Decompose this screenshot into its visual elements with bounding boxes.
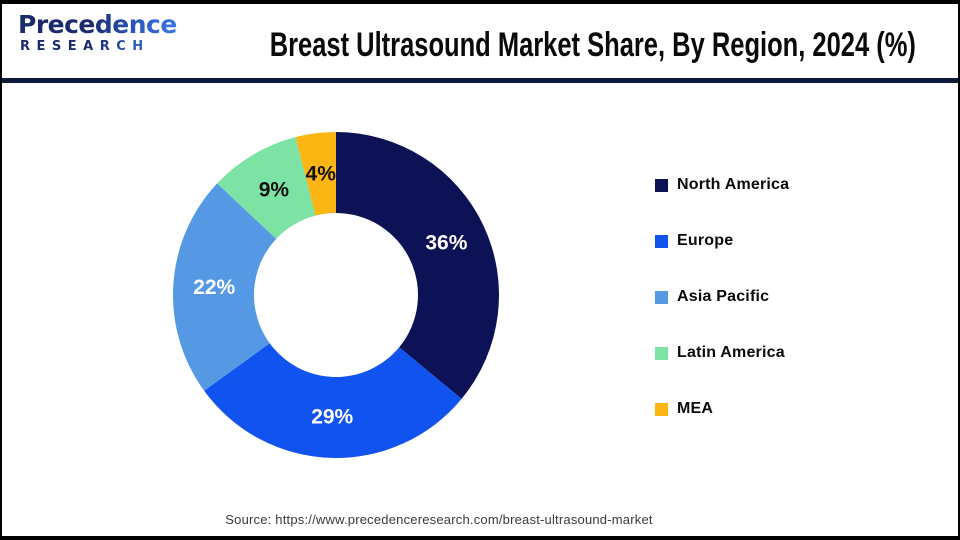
precedence-research-logo: Precedence RESEARCH — [18, 12, 188, 53]
pie-slice-north-america — [336, 132, 499, 399]
pie-slice-latin-america — [217, 137, 316, 239]
slice-label-asia-pacific: 22% — [193, 276, 235, 299]
logo-wordmark: Precedence — [18, 12, 188, 37]
legend-item-north-america: North America — [655, 173, 789, 197]
legend-label-mea: MEA — [677, 400, 714, 417]
donut-chart: 36% 29% 22% 9% 4% — [173, 132, 499, 458]
legend-item-europe: Europe — [655, 229, 789, 253]
legend-label-asia-pacific: Asia Pacific — [677, 288, 770, 305]
legend-item-asia-pacific: Asia Pacific — [655, 285, 789, 309]
legend-label-europe: Europe — [677, 232, 734, 249]
legend-swatch-north-america — [655, 178, 668, 192]
legend-swatch-mea — [655, 402, 668, 416]
slice-label-europe: 29% — [311, 405, 353, 428]
pie-slice-europe — [204, 343, 462, 458]
header-divider — [2, 78, 958, 83]
header: Precedence RESEARCH Breast Ultrasound Ma… — [2, 4, 958, 78]
pie-slice-asia-pacific — [173, 183, 277, 391]
slice-label-mea: 4% — [306, 163, 337, 186]
slice-label-latin-america: 9% — [259, 179, 290, 202]
legend-item-latin-america: Latin America — [655, 341, 789, 365]
legend-item-mea: MEA — [655, 397, 789, 421]
page-title-text: Breast Ultrasound Market Share, By Regio… — [269, 26, 916, 64]
legend-label-latin-america: Latin America — [677, 344, 785, 361]
legend-swatch-latin-america — [655, 346, 668, 360]
legend-swatch-europe — [655, 234, 668, 248]
pie-slice-mea — [295, 132, 336, 216]
source-text: Source: https://www.precedenceresearch.c… — [225, 512, 653, 527]
chart-legend: North America Europe Asia Pacific Latin Ame… — [655, 173, 789, 421]
legend-label-north-america: North America — [677, 176, 790, 193]
logo-subtitle: RESEARCH — [20, 40, 188, 53]
slice-label-north-america: 36% — [425, 232, 467, 255]
page-title: Breast Ultrasound Market Share, By Regio… — [162, 24, 958, 66]
legend-swatch-asia-pacific — [655, 290, 668, 304]
